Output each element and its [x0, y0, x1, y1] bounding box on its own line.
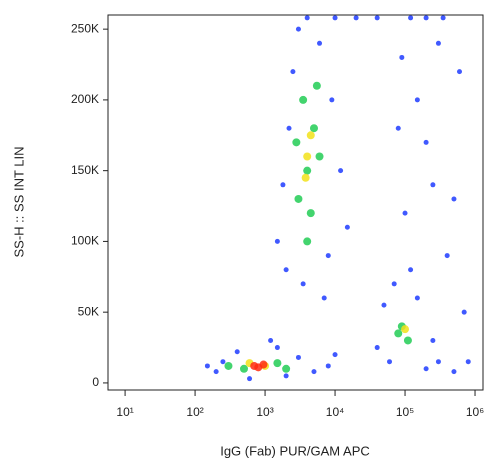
data-point: [274, 238, 280, 244]
data-point: [430, 182, 436, 188]
data-point: [403, 336, 412, 345]
data-point: [299, 95, 308, 104]
data-point: [435, 359, 441, 365]
data-point: [283, 373, 289, 379]
data-point: [283, 267, 289, 273]
x-tick-label: 10³: [256, 405, 273, 419]
data-point: [353, 15, 359, 21]
data-point: [402, 210, 408, 216]
data-point: [325, 253, 331, 259]
data-point: [295, 26, 301, 32]
plot-frame: [107, 14, 484, 391]
data-point: [309, 124, 318, 133]
data-point: [374, 345, 380, 351]
data-point: [391, 281, 397, 287]
data-point: [401, 325, 410, 334]
data-point: [423, 15, 429, 21]
data-point: [414, 97, 420, 103]
data-point: [423, 139, 429, 145]
data-point: [387, 359, 393, 365]
data-point: [399, 54, 405, 60]
data-point: [306, 209, 315, 218]
data-point: [374, 15, 380, 21]
y-tick-label: 100K: [71, 234, 99, 248]
y-axis-label: SS-H :: SS INT LIN: [11, 146, 26, 257]
data-point: [451, 369, 457, 375]
data-point: [268, 337, 274, 343]
data-point: [311, 369, 317, 375]
x-axis-label: IgG (Fab) PUR/GAM APC: [220, 443, 370, 458]
data-point: [408, 15, 414, 21]
data-point: [292, 138, 301, 147]
data-point: [250, 361, 259, 370]
data-point: [465, 359, 471, 365]
data-point: [294, 194, 303, 203]
data-point: [259, 360, 268, 369]
data-point: [456, 69, 462, 75]
data-point: [239, 364, 248, 373]
data-point: [220, 359, 226, 365]
data-point: [315, 152, 324, 161]
data-point: [234, 349, 240, 355]
data-point: [325, 363, 331, 369]
data-point: [312, 81, 321, 90]
data-point: [332, 352, 338, 358]
data-point: [395, 125, 401, 131]
x-tick-label: 10⁵: [396, 405, 414, 419]
y-tick-label: 250K: [71, 21, 99, 35]
data-point: [213, 369, 219, 375]
data-point: [338, 168, 344, 174]
data-point: [303, 166, 312, 175]
data-point: [381, 302, 387, 308]
data-point: [408, 267, 414, 273]
data-point: [290, 69, 296, 75]
data-point: [247, 376, 253, 382]
y-tick-label: 200K: [71, 92, 99, 106]
data-point: [332, 15, 338, 21]
data-point: [274, 345, 280, 351]
data-point: [394, 329, 403, 338]
x-tick-label: 10⁴: [326, 405, 345, 419]
x-tick-label: 10¹: [116, 405, 133, 419]
data-point: [430, 337, 436, 343]
x-tick-label: 10²: [186, 405, 203, 419]
data-point: [300, 281, 306, 287]
data-point: [321, 295, 327, 301]
data-point: [329, 97, 335, 103]
data-point: [451, 196, 457, 202]
data-point: [306, 131, 315, 140]
data-point: [444, 253, 450, 259]
data-point: [304, 15, 310, 21]
data-point: [224, 361, 233, 370]
data-point: [295, 354, 301, 360]
x-tick-label: 10⁶: [466, 405, 484, 419]
data-point: [344, 224, 350, 230]
data-point: [303, 152, 312, 161]
y-tick-label: 50K: [78, 304, 99, 318]
data-point: [423, 366, 429, 372]
data-point: [435, 40, 441, 46]
data-point: [280, 182, 286, 188]
data-point: [286, 125, 292, 131]
data-point: [303, 237, 312, 246]
data-point: [301, 173, 310, 182]
y-tick-label: 0: [92, 375, 99, 389]
data-point: [273, 359, 282, 368]
data-point: [440, 15, 446, 21]
data-point: [317, 40, 323, 46]
data-point: [461, 309, 467, 315]
data-point: [204, 363, 210, 369]
data-point: [282, 364, 291, 373]
y-tick-label: 150K: [71, 163, 99, 177]
data-point: [414, 295, 420, 301]
